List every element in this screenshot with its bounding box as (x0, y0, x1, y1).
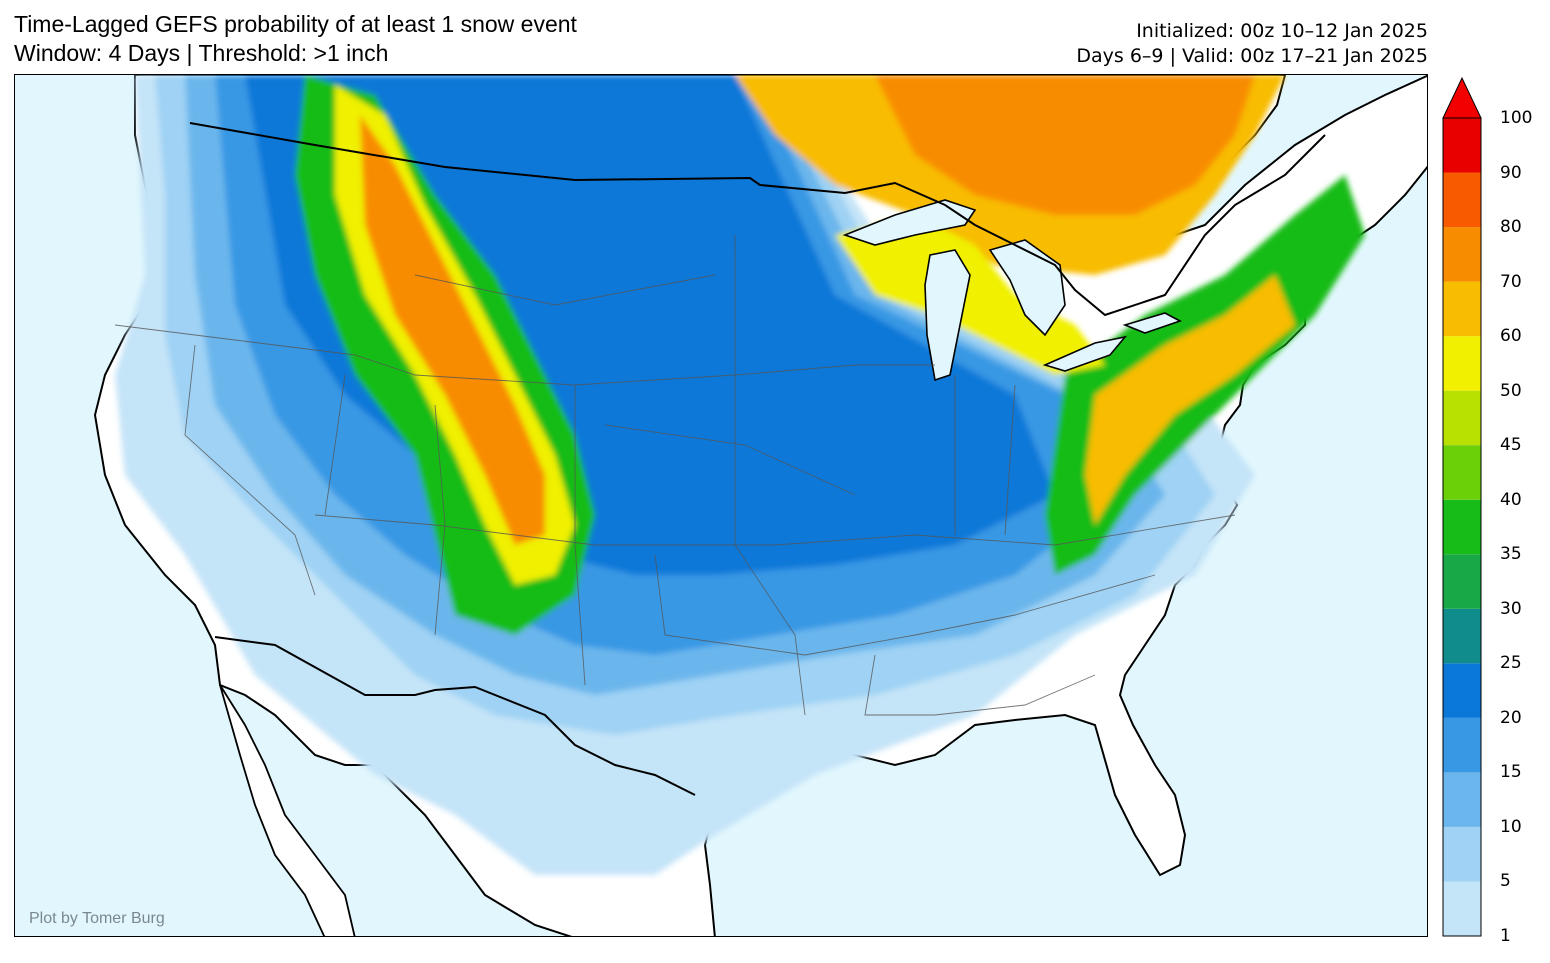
prob-canada-peak (875, 75, 1255, 215)
title-line-2: Window: 4 Days | Threshold: >1 inch (14, 40, 389, 66)
colorbar-segment (1443, 281, 1481, 337)
colorbar-tick-label: 50 (1500, 380, 1522, 401)
colorbar-tick-label: 90 (1500, 162, 1522, 183)
prob-great-lakes-band (835, 215, 1105, 375)
colorbar-segments (1443, 118, 1481, 936)
colorbar-tick-label: 1 (1500, 926, 1511, 946)
colorbar-segment (1443, 390, 1481, 446)
colorbar-segment (1443, 772, 1481, 827)
prob-70-80 (360, 115, 545, 545)
colorbar-tick-label: 70 (1500, 271, 1522, 292)
colorbar-tick-label: 100 (1500, 108, 1533, 128)
lake-ontario (1122, 312, 1182, 334)
lake-erie (1042, 335, 1128, 372)
colorbar-tick-label: 10 (1500, 816, 1522, 837)
colorbar-segment (1443, 881, 1481, 936)
colorbar-tick-label: 40 (1500, 489, 1522, 510)
colorbar-tick-label: 30 (1500, 598, 1522, 619)
probability-map (93, 75, 1427, 936)
credit-label: Plot by Tomer Burg (29, 910, 165, 927)
colorbar-segment (1443, 336, 1481, 391)
colorbar-segment (1443, 499, 1481, 555)
us-canada-border (189, 122, 1326, 317)
chart-title: Time-Lagged GEFS probability of at least… (14, 10, 577, 68)
colorbar-segment (1443, 717, 1481, 773)
colorbar-tick-label: 60 (1500, 326, 1522, 347)
lake-michigan (924, 249, 971, 382)
colorbar-tick-label: 45 (1500, 435, 1522, 456)
colorbar-segment (1443, 826, 1481, 882)
colorbar-segment (1443, 227, 1481, 282)
valid-time-label: Days 6–9 | Valid: 00z 17–21 Jan 2025 (1076, 45, 1428, 67)
colorbar-tick-label: 20 (1500, 707, 1522, 728)
baja-peninsula (219, 684, 356, 936)
colorbar-segment (1443, 118, 1481, 173)
colorbar-segment (1443, 445, 1481, 500)
colorbar-tick-label: 25 (1500, 653, 1522, 674)
state-lines (114, 235, 1236, 716)
colorbar-tick-label: 80 (1500, 217, 1522, 238)
colorbar-segment (1443, 554, 1481, 609)
map-panel: Plot by Tomer Burg (14, 74, 1428, 937)
colorbar-max-arrow (1442, 76, 1482, 119)
lake-superior (842, 199, 977, 246)
title-line-1: Time-Lagged GEFS probability of at least… (14, 11, 577, 37)
prob-northeast-core (1085, 275, 1295, 525)
lake-huron (988, 239, 1066, 337)
colorbar-tick-label: 15 (1500, 762, 1522, 783)
colorbar-segment (1443, 172, 1481, 228)
colorbar (1442, 76, 1482, 937)
init-time-label: Initialized: 00z 10–12 Jan 2025 (1136, 20, 1428, 42)
colorbar-segment (1443, 663, 1481, 718)
colorbar-segment (1443, 608, 1481, 664)
us-mexico-border (214, 636, 696, 796)
colorbar-tick-label: 35 (1500, 544, 1522, 565)
colorbar-tick-label: 5 (1500, 871, 1511, 892)
chart-info: Initialized: 00z 10–12 Jan 2025 Days 6–9… (1076, 19, 1428, 69)
